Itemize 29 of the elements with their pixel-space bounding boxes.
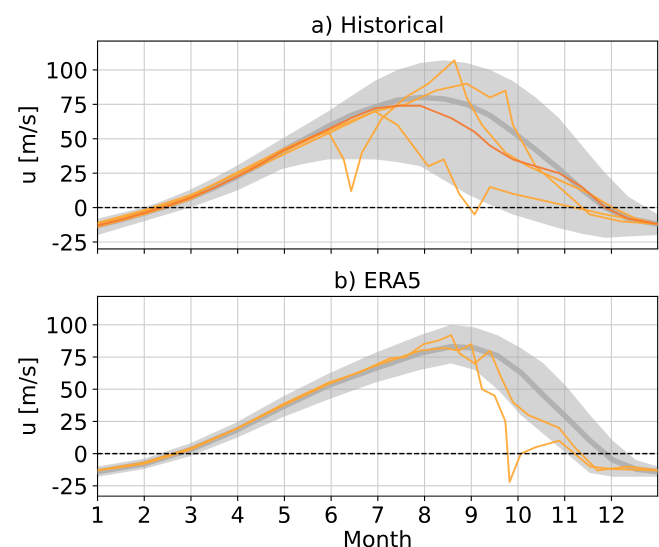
- x-tick-label: 3: [186, 506, 196, 524]
- y-axis-title: u [m/s]: [18, 358, 38, 434]
- x-tick-label: 10: [506, 506, 531, 524]
- x-tick-label: 9: [466, 506, 477, 524]
- y-tick-label: 25: [61, 165, 86, 182]
- y-tick-label: 0: [75, 200, 86, 216]
- y-tick-label: 25: [61, 413, 86, 430]
- x-tick-label: 5: [279, 506, 290, 524]
- x-tick-label: 8: [418, 506, 430, 524]
- y-tick-label: 100: [48, 62, 86, 79]
- y-tick-label: 0: [75, 446, 86, 462]
- x-tick-label: 4: [232, 506, 244, 523]
- chart-title: b) ERA5: [336, 271, 420, 292]
- x-axis-title: Month: [344, 530, 411, 547]
- x-tick-label: 11: [553, 506, 577, 523]
- y-tick-label: 75: [61, 349, 86, 366]
- y-tick-label: -25: [52, 234, 86, 251]
- x-tick-label: 2: [138, 506, 150, 523]
- y-tick-label: 50: [61, 381, 86, 398]
- y-tick-label: -25: [52, 478, 86, 495]
- chart-title: a) Historical: [312, 16, 442, 36]
- x-tick-label: 12: [600, 506, 624, 523]
- y-tick-label: 50: [61, 130, 86, 148]
- x-tick-label: 6: [326, 506, 337, 524]
- y-tick-label: 75: [61, 96, 86, 114]
- x-tick-label: 7: [372, 506, 384, 523]
- x-tick-label: 1: [92, 506, 103, 523]
- y-axis-title: u [m/s]: [18, 107, 38, 183]
- y-tick-label: 100: [48, 316, 86, 334]
